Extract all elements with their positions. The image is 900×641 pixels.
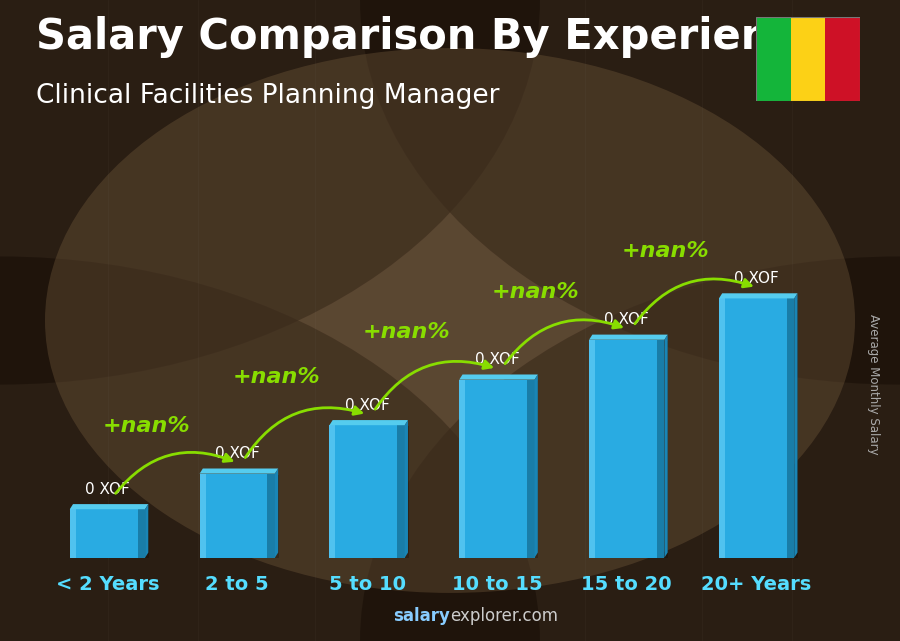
Polygon shape [664,335,668,558]
Ellipse shape [0,0,540,385]
Bar [329,425,336,558]
Text: salary: salary [393,607,450,625]
Text: 0 XOF: 0 XOF [85,482,130,497]
Bar [70,509,145,558]
Polygon shape [200,469,278,474]
Text: +nan%: +nan% [103,416,190,436]
Text: 5 to 10: 5 to 10 [328,575,406,594]
Bar [787,299,794,558]
Ellipse shape [45,48,855,593]
Bar [590,340,595,558]
Bar [590,340,664,558]
Text: 0 XOF: 0 XOF [345,398,390,413]
Bar [723,299,798,559]
Text: +nan%: +nan% [622,240,709,260]
Ellipse shape [360,256,900,641]
Text: 15 to 20: 15 to 20 [581,575,672,594]
Bar [203,475,279,559]
Bar [825,17,860,101]
Text: +nan%: +nan% [492,282,580,302]
Text: 10 to 15: 10 to 15 [452,575,542,594]
Polygon shape [459,374,538,379]
Bar [459,379,535,558]
Text: 0 XOF: 0 XOF [474,353,519,367]
Ellipse shape [360,0,900,385]
Text: Salary Comparison By Experience: Salary Comparison By Experience [36,16,824,58]
Bar [329,425,405,558]
Ellipse shape [0,256,540,641]
Polygon shape [794,294,797,558]
Bar [719,299,725,558]
Bar [200,474,205,558]
Bar [527,379,535,558]
Text: +nan%: +nan% [362,322,450,342]
Bar [790,17,825,101]
Polygon shape [274,469,278,558]
Bar [657,340,664,558]
Text: 2 to 5: 2 to 5 [205,575,269,594]
Text: Clinical Facilities Planning Manager: Clinical Facilities Planning Manager [36,83,500,110]
Bar [138,509,145,558]
Bar [459,379,465,558]
Polygon shape [590,335,668,340]
Bar [756,17,790,101]
Bar [70,509,76,558]
Bar [719,299,794,558]
Text: 20+ Years: 20+ Years [701,575,812,594]
Polygon shape [535,374,538,558]
Text: < 2 Years: < 2 Years [56,575,159,594]
Text: +nan%: +nan% [232,367,320,387]
Text: explorer.com: explorer.com [450,607,558,625]
Bar [397,425,405,558]
Polygon shape [405,420,408,558]
Bar [200,474,274,558]
Text: 0 XOF: 0 XOF [734,271,779,286]
Text: Average Monthly Salary: Average Monthly Salary [868,314,880,455]
Bar [464,381,538,559]
Polygon shape [70,504,148,509]
Bar [74,510,149,559]
Polygon shape [145,504,148,558]
Bar [267,474,274,558]
Bar [593,341,669,559]
Text: 0 XOF: 0 XOF [605,312,649,328]
Text: 0 XOF: 0 XOF [215,446,259,462]
Polygon shape [329,420,408,425]
Polygon shape [719,294,797,299]
Bar [333,426,409,559]
